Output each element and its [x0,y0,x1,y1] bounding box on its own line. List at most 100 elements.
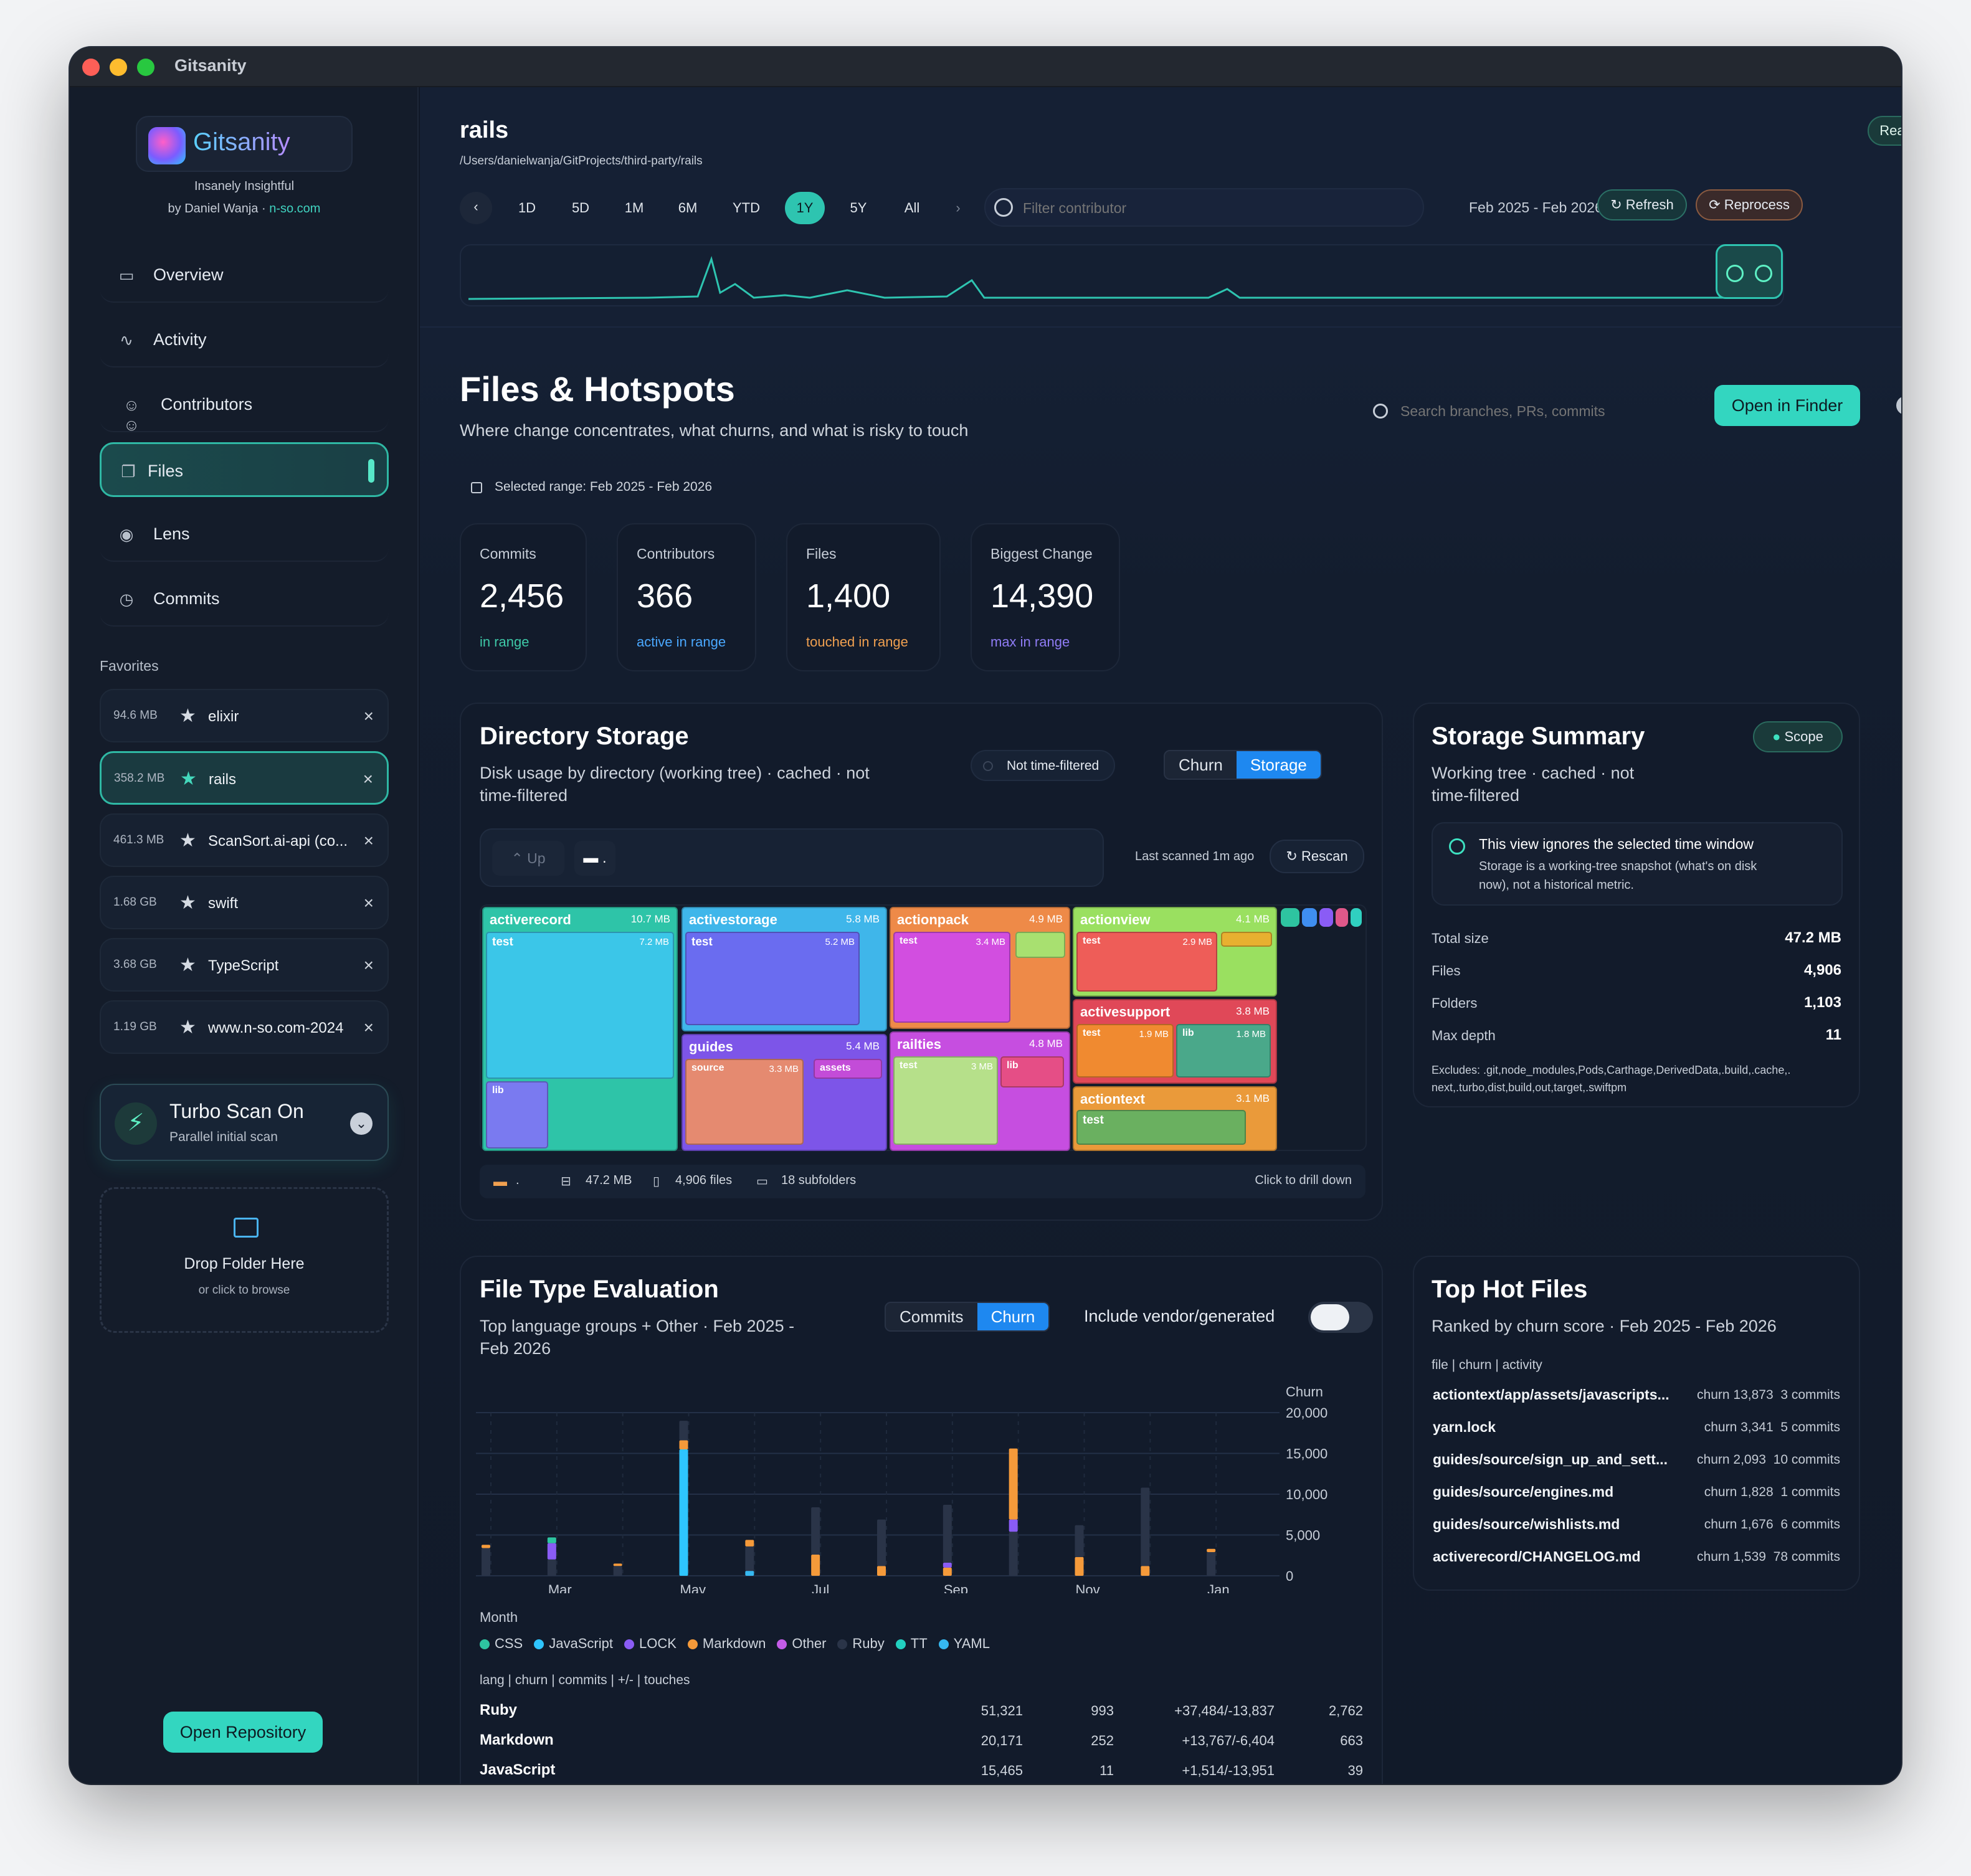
nav-contributors[interactable]: ☺☺ Contributors [100,377,389,434]
treemap-subtile-test[interactable]: test 2.9 MB [1076,932,1217,992]
treemap-tile-railties[interactable]: railties 4.8 MB test 3 MB lib [890,1031,1070,1151]
range-1d[interactable]: 1D [518,200,536,216]
minimize-window-button[interactable] [110,59,127,76]
remove-favorite-icon[interactable]: × [363,769,373,789]
nav-files[interactable]: ❐ Files [100,442,389,497]
table-row[interactable]: JavaScript 15,465 11 +1,514/-13,951 39 [480,1755,1363,1784]
treemap-tile-actionpack[interactable]: actionpack 4.9 MB test 3.4 MB [890,907,1070,1029]
favorite-item[interactable]: 1.68 GB ★ swift × [100,876,389,929]
help-icon[interactable]: ? [1896,396,1901,415]
reprocess-button[interactable]: ⟳ Reprocess [1696,189,1803,220]
treemap-small-tile[interactable] [1336,908,1348,927]
chevron-down-icon[interactable]: ⌄ [350,1112,373,1135]
treemap-tile-guides[interactable]: guides 5.4 MB source 3.3 MB assets [682,1034,887,1151]
filter-contributor-field[interactable] [984,188,1424,227]
treemap-subtile-lib[interactable]: lib [1000,1056,1064,1087]
treemap-subtile-lib[interactable]: lib [486,1081,548,1149]
next-range-chevron-icon[interactable]: › [956,200,961,216]
nav-commits[interactable]: ◷ Commits [100,572,389,627]
remove-favorite-icon[interactable]: × [363,893,374,912]
nav-overview[interactable]: ▭ Overview [100,248,389,303]
turbo-scan-card[interactable]: ⚡ Turbo Scan On Parallel initial scan ⌄ [100,1084,389,1161]
treemap-small-tile[interactable] [1351,908,1362,927]
favorite-item[interactable]: 1.19 GB ★ www.n-so.com-2024 × [100,1000,389,1054]
range-5d[interactable]: 5D [571,200,590,216]
treemap-subtile[interactable] [1221,932,1272,947]
table-row[interactable]: Ruby 51,321 993 +37,484/-13,837 2,762 [480,1695,1363,1725]
treemap-subtile[interactable] [1015,932,1065,958]
range-5y[interactable]: 5Y [850,200,867,216]
hot-file-row[interactable]: activerecord/CHANGELOG.md churn 1,539 78 … [1433,1541,1840,1573]
previous-range-chevron-icon[interactable]: ‹ [460,192,492,224]
site-link[interactable]: n-so.com [269,202,321,216]
nav-activity[interactable]: ∿ Activity [100,313,389,367]
filetype-metric-toggle[interactable]: Commits Churn [885,1302,1050,1332]
legend-entry[interactable]: JavaScript [534,1636,613,1651]
treemap-tile-activesupport[interactable]: activesupport 3.8 MB test 1.9 MB lib 1.8 MB [1073,999,1277,1084]
activity-timeline[interactable] [460,244,1784,306]
up-button[interactable]: ⌃ Up [492,841,564,876]
path-crumb[interactable]: ▬ . [574,841,615,876]
treemap-subtile-test[interactable]: test 3.4 MB [893,932,1010,1023]
search-input[interactable] [1400,399,1662,424]
treemap-subtile-test[interactable]: test 3 MB [893,1056,998,1145]
treemap-subtile-source[interactable]: source 3.3 MB [685,1059,804,1145]
drag-handle-left-icon[interactable] [1726,265,1744,282]
range-1y[interactable]: 1Y [785,192,825,224]
churn-chart[interactable]: 20,000 15,000 10,000 5,000 0 Churn Mar May Jul Se… [476,1381,1373,1593]
treemap-subtile-test[interactable]: test 5.2 MB [685,932,860,1025]
treemap-subtile-lib[interactable]: lib 1.8 MB [1176,1024,1271,1078]
legend-entry[interactable]: Ruby [837,1636,885,1651]
legend-entry[interactable]: LOCK [624,1636,677,1651]
legend-entry[interactable]: Markdown [687,1636,766,1651]
scope-badge[interactable]: ● Scope [1753,721,1843,752]
star-icon[interactable]: ★ [180,769,197,789]
close-window-button[interactable] [82,59,100,76]
storage-tab[interactable]: Storage [1236,751,1321,779]
remove-favorite-icon[interactable]: × [363,955,374,975]
churn-tab[interactable]: Churn [977,1303,1049,1330]
rescan-button[interactable]: ↻ Rescan [1270,840,1364,873]
treemap-subtile-test[interactable]: test 1.9 MB [1076,1024,1174,1078]
treemap-small-tile[interactable] [1319,908,1333,927]
zoom-window-button[interactable] [137,59,154,76]
treemap[interactable]: activerecord 10.7 MB test 7.2 MB lib activ… [480,904,1367,1151]
hot-file-row[interactable]: yarn.lock churn 3,341 5 commits [1433,1411,1840,1444]
treemap-subtile-test[interactable]: test 7.2 MB [486,932,674,1079]
nav-lens[interactable]: ◉ Lens [100,507,389,562]
legend-entry[interactable]: Other [777,1636,826,1651]
legend-entry[interactable]: YAML [938,1636,990,1651]
range-all[interactable]: All [904,200,920,216]
favorite-item[interactable]: 94.6 MB ★ elixir × [100,689,389,742]
table-row[interactable]: Markdown 20,171 252 +13,767/-6,404 663 [480,1725,1363,1755]
open-in-finder-button[interactable]: Open in Finder [1714,385,1860,426]
range-ytd[interactable]: YTD [733,200,760,216]
hot-file-row[interactable]: guides/source/engines.md churn 1,828 1 co… [1433,1476,1840,1509]
treemap-tile-actiontext[interactable]: actiontext 3.1 MB test [1073,1086,1277,1151]
legend-entry[interactable]: TT [895,1636,928,1651]
churn-tab[interactable]: Churn [1179,756,1223,774]
favorite-item[interactable]: 461.3 MB ★ ScanSort.ai-api (co... × [100,813,389,867]
global-search[interactable] [1373,395,1672,430]
range-1m[interactable]: 1M [624,200,644,216]
treemap-tile-actionview[interactable]: actionview 4.1 MB test 2.9 MB [1073,907,1277,997]
treemap-tile-activerecord[interactable]: activerecord 10.7 MB test 7.2 MB lib [482,907,678,1151]
open-repository-button[interactable]: Open Repository [163,1712,323,1753]
treemap-subtile-assets[interactable]: assets [814,1059,882,1079]
directory-mode-toggle[interactable]: Churn Storage [1164,750,1322,780]
hot-file-row[interactable]: guides/source/wishlists.md churn 1,676 6 … [1433,1509,1840,1541]
favorite-item-selected[interactable]: 358.2 MB ★ rails × [100,751,389,805]
filter-contributor-input[interactable] [1023,197,1397,219]
drag-handle-right-icon[interactable] [1755,265,1772,282]
remove-favorite-icon[interactable]: × [363,1018,374,1037]
star-icon[interactable]: ★ [179,1017,196,1038]
treemap-tile-activestorage[interactable]: activestorage 5.8 MB test 5.2 MB [682,907,887,1031]
remove-favorite-icon[interactable]: × [363,706,374,726]
drop-folder-zone[interactable]: Drop Folder Here or click to browse [100,1187,389,1333]
hot-file-row[interactable]: actiontext/app/assets/javascripts... chur… [1433,1379,1840,1411]
legend-entry[interactable]: CSS [480,1636,523,1651]
treemap-small-tile[interactable] [1281,908,1299,927]
star-icon[interactable]: ★ [179,830,196,851]
star-icon[interactable]: ★ [179,955,196,975]
treemap-small-tile[interactable] [1302,908,1317,927]
